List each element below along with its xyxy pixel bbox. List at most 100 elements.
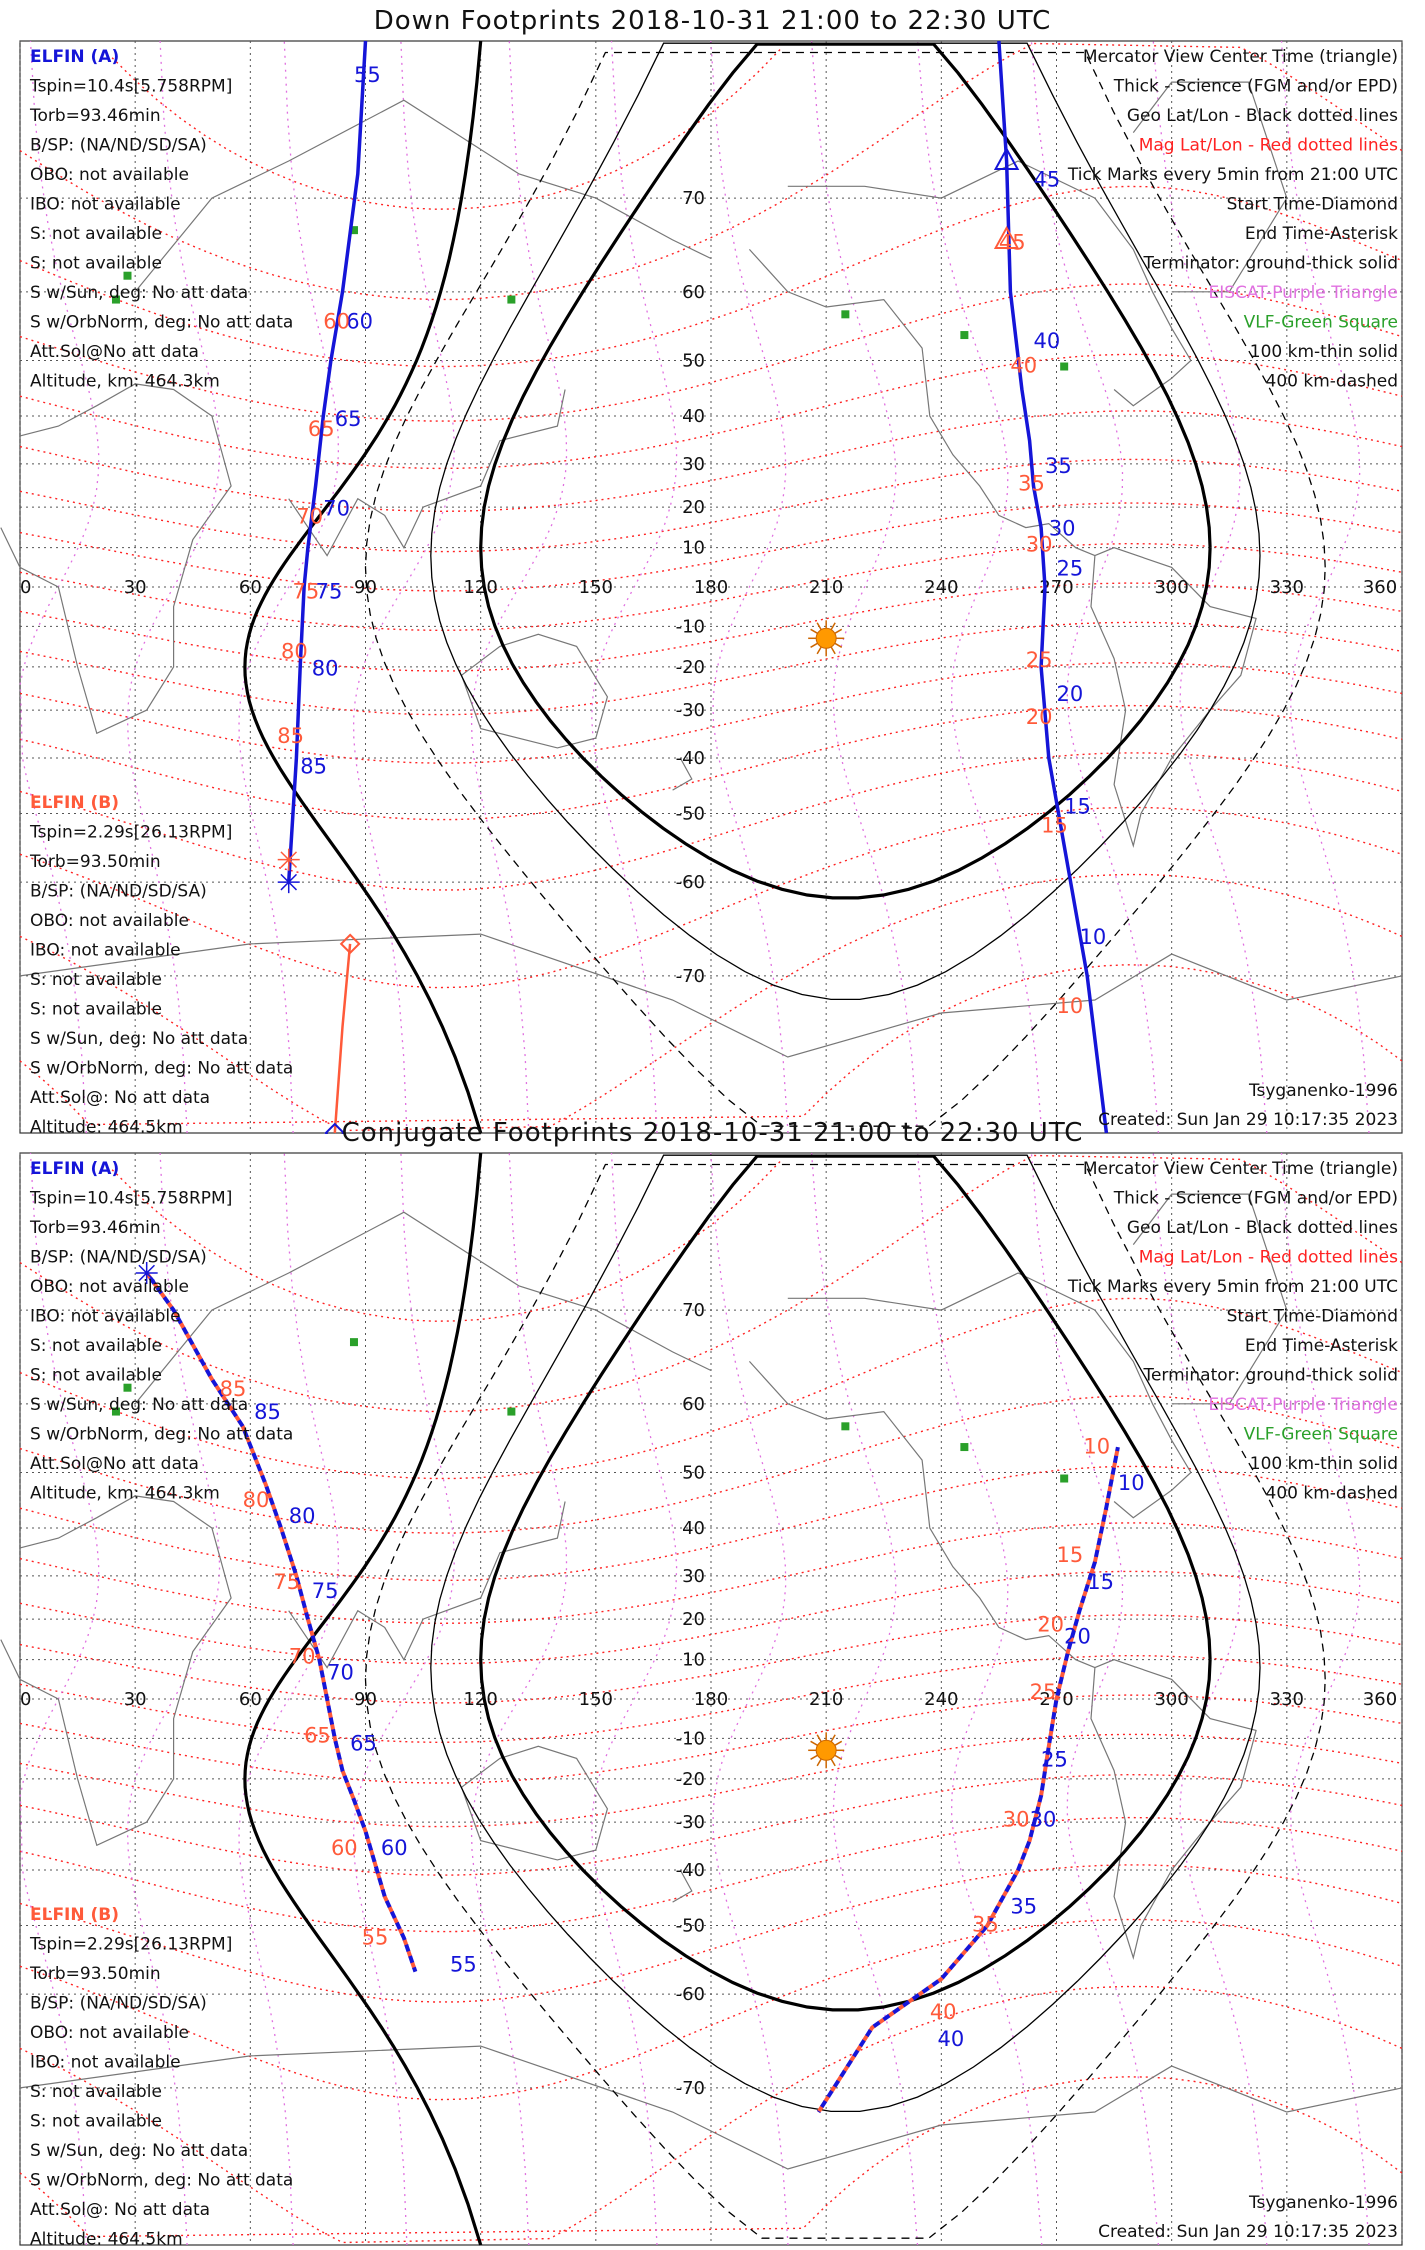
elfin-b-tick-label: 15	[1057, 1543, 1084, 1567]
vlf-station-square	[349, 226, 358, 235]
elfin-a-info-line: Att.Sol@No att data	[30, 342, 199, 362]
mag-latitude-line	[19, 873, 1403, 1132]
elfin-b-track-right	[816, 1446, 1120, 2114]
lon-tick-label: 90	[354, 577, 377, 598]
sun-ray	[810, 1740, 818, 1746]
elfin-b-info-line: S: not available	[30, 2112, 162, 2132]
mag-meridian-line	[591, 1152, 678, 2246]
vlf-station-square	[960, 331, 969, 340]
elfin-b-tick-label: 60	[323, 309, 350, 333]
elfin-a-tick-label: 55	[354, 63, 381, 87]
elfin-a-tick-label: 70	[323, 496, 350, 520]
lat-tick-label: -60	[676, 872, 705, 893]
coastline	[748, 1360, 1096, 1669]
elfin-a-track-left	[145, 1271, 418, 1973]
elfin-b-tick-label: 40	[1010, 353, 1037, 377]
elfin-a-tick-label: 45	[1033, 167, 1060, 191]
lon-tick-label: 150	[579, 1689, 613, 1710]
elfin-b-tick-label: 75	[273, 1570, 300, 1594]
elfin-a-tick-label: 40	[1033, 329, 1060, 353]
legend-line: 400 km-dashed	[1266, 1484, 1398, 1504]
elfin-a-info-line: S: not available	[30, 1336, 162, 1356]
elfin-a-tick-label: 35	[1045, 454, 1072, 478]
elfin-b-info-line: S w/OrbNorm, deg: No att data	[30, 1059, 293, 1079]
sun-ray	[834, 1740, 843, 1746]
lon-tick-label: 360	[1363, 577, 1397, 598]
terminator-100km	[430, 1154, 1261, 2113]
elfin-a-info-line: S w/OrbNorm, deg: No att data	[30, 1425, 293, 1445]
lat-tick-label: -60	[676, 1984, 705, 2005]
elfin-b-info-line: IBO: not available	[30, 941, 181, 961]
terminator-400km	[364, 51, 1326, 1127]
elfin-b-info-line: Torb=93.50min	[29, 1964, 161, 1984]
elfin-a-info-line: Tspin=10.4s[5.758RPM]	[29, 1189, 232, 1209]
legend-line: Mag Lat/Lon - Red dotted lines	[1139, 1248, 1398, 1268]
coastline	[672, 757, 693, 791]
coastline	[19, 933, 1403, 1058]
elfin-a-tick-label: 65	[335, 407, 362, 431]
mag-meridian-line	[1152, 40, 1268, 1134]
mag-latitude-line	[19, 704, 1403, 821]
mag-latitude-line	[19, 806, 1403, 989]
elfin-a-name: ELFIN (A)	[30, 47, 119, 67]
elfin-b-info-line: Torb=93.50min	[29, 852, 161, 872]
sun-ray	[816, 622, 822, 631]
mag-latitude-line	[19, 1694, 1403, 1784]
elfin-a-info-line: S w/Sun, deg: No att data	[30, 283, 248, 303]
elfin-b-info-line: B/SP: (NA/ND/SD/SA)	[30, 882, 207, 902]
legend-line: VLF-Green Square	[1244, 313, 1398, 333]
center-triangle	[993, 146, 1020, 171]
mag-latitude-line	[19, 502, 1403, 592]
lat-tick-label: -20	[676, 657, 705, 678]
mag-meridian-line	[1280, 1152, 1370, 2246]
mag-latitude-line	[19, 410, 1403, 513]
sun-ray	[816, 646, 822, 655]
legend-line: EISCAT-Purple Triangle	[1208, 1395, 1398, 1415]
mag-latitude-line	[19, 1918, 1403, 2101]
elfin-b-info-line: OBO: not available	[30, 2023, 189, 2043]
elfin-b-info-line: S w/Sun, deg: No att data	[30, 2141, 248, 2161]
legend-line: 100 km-thin solid	[1250, 1454, 1398, 1474]
mag-meridian-line	[19, 40, 100, 1134]
elfin-a-info-line: S w/OrbNorm, deg: No att data	[30, 313, 293, 333]
elfin-a-tick-label: 70	[327, 1660, 354, 1684]
elfin-b-tick-label: 85	[277, 724, 304, 748]
vlf-station-square	[507, 1407, 516, 1416]
coastline	[1132, 81, 1288, 293]
elfin-a-tick-label: 35	[1010, 1895, 1037, 1919]
mag-latitude-line	[111, 49, 781, 210]
lat-tick-label: -40	[676, 748, 705, 769]
lon-tick-label: 30	[124, 1689, 147, 1710]
mag-latitude-line	[19, 1985, 1403, 2244]
legend-line: 100 km-thin solid	[1250, 342, 1398, 362]
elfin-a-info-line: IBO: not available	[30, 1307, 181, 1327]
legend-line: Thick - Science (FGM and/or EPD)	[1113, 77, 1398, 97]
lon-tick-label: 60	[239, 1689, 262, 1710]
elfin-b-info-line: IBO: not available	[30, 2053, 181, 2073]
elfin-b-tick-label: 20	[1037, 1613, 1064, 1637]
coastline	[19, 2045, 1403, 2170]
elfin-b-info-line: S: not available	[30, 1000, 162, 1020]
lat-tick-label: 30	[682, 454, 705, 475]
sun-ray	[830, 1734, 836, 1743]
elfin-a-tick-label: 80	[289, 1504, 316, 1528]
sun-ray	[816, 1758, 822, 1767]
elfin-b-info-line: Altitude: 464.5km	[30, 2230, 183, 2247]
elfin-a-tick-label: 15	[1064, 795, 1091, 819]
sun-ray	[834, 1754, 843, 1760]
lon-tick-label: 240	[924, 577, 958, 598]
mag-meridian-line	[470, 40, 568, 1134]
coastline	[672, 1869, 693, 1903]
mag-latitude-line	[19, 1614, 1403, 1704]
vlf-station-square	[1060, 362, 1069, 371]
elfin-a-tick-label: 75	[312, 1579, 339, 1603]
elfin-a-info-line: S: not available	[30, 224, 162, 244]
legend-line: Mercator View Center Time (triangle)	[1083, 1159, 1398, 1179]
elfin-b-tick-label: 25	[1026, 648, 1053, 672]
elfin-a-info-line: B/SP: (NA/ND/SD/SA)	[30, 1248, 207, 1268]
elfin-b-info-line: Tspin=2.29s[26.13RPM]	[29, 823, 232, 843]
elfin-b-tick-label: 60	[331, 1836, 358, 1860]
top-panel-title: Down Footprints 2018-10-31 21:00 to 22:3…	[373, 6, 1052, 36]
lon-tick-label: 300	[1154, 577, 1188, 598]
elfin-a-info-line: Altitude, km: 464.3km	[30, 372, 220, 392]
